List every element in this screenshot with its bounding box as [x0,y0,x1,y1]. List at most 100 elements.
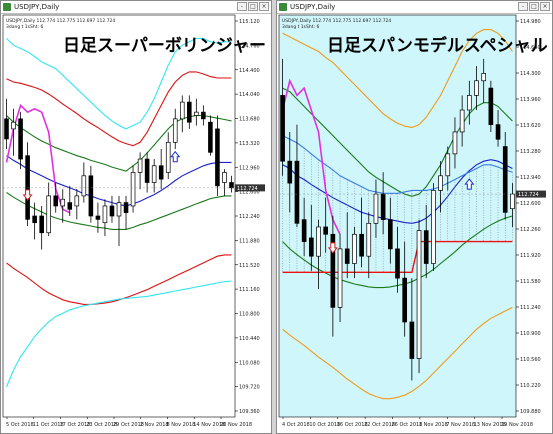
window-titlebar[interactable]: USDJPY,Daily - □ × [1,1,271,14]
y-tick-label: 115.120 [239,19,260,25]
close-button[interactable]: × [259,2,269,11]
candle-body [74,195,80,207]
candle-body [39,215,44,234]
candle-body [179,101,185,120]
x-tick-label: 16 Oct 2018 [337,422,368,428]
y-tick-label: 110.560 [520,357,541,363]
x-tick-label: 14 Nov 2018 [193,422,225,428]
y-tick-label: 111.580 [520,279,541,285]
candle-body [387,219,393,250]
minimize-button[interactable]: - [237,2,247,11]
y-tick-label: 114.980 [520,19,541,25]
legend-line: 3dang t 1sSht: 6 [6,24,43,30]
sell-arrow-icon [22,189,33,201]
candle-body [423,230,429,264]
candle-body [144,158,150,183]
sell-arrow-icon [327,242,338,254]
candle-body [373,193,379,224]
candle-body [60,198,66,207]
chart-heading: 日足スーパーボリンジャー [63,36,266,56]
chart-window-left[interactable]: USDJPY,Daily - □ × 115.120 114.760 114.400… [0,0,272,434]
candle-body [165,141,171,173]
candle-body [137,158,143,173]
indicator-line-2 [6,114,232,172]
y-tick-label: 112.260 [520,227,541,233]
legend-line: 3dang t 1sSht: 6 [282,24,319,30]
y-tick-label: 113.320 [239,141,260,147]
chart-app-icon [3,3,11,11]
candle-body [123,202,129,214]
candle-body [215,128,220,187]
y-tick-label: 110.440 [239,336,260,342]
close-button[interactable]: × [540,2,550,11]
candle-body [395,248,400,279]
chart-heading: 日足スパンモデルスペシャル [327,35,548,56]
candle-body [510,193,515,210]
candle-body [330,233,336,308]
candle-body [402,277,408,323]
chart-canvas[interactable]: 114.980 114.640 114.300 113.960 113.620 113.2… [277,13,552,433]
candle-body [81,175,87,197]
indicator-line-5 [6,254,232,305]
candle-body [337,248,343,308]
y-tick-label: 110.220 [520,383,541,389]
indicator-line-1 [6,71,232,147]
candle-body [352,233,357,264]
candle-body [323,226,329,235]
chart-canvas[interactable]: 115.120 114.760 114.400 114.040 113.680 113.3… [1,13,271,433]
y-tick-label: 111.880 [239,238,260,244]
candle-body [366,222,372,257]
x-tick-label: 23 Oct 2018 [86,422,117,428]
y-tick-label: 114.400 [239,68,260,74]
minimize-button[interactable]: - [518,2,528,11]
candle-body [459,109,465,133]
y-tick-label: 111.520 [239,263,260,269]
indicator-line-5 [282,306,513,400]
candle-body [11,121,16,130]
y-tick-label: 112.240 [239,214,260,220]
y-tick-label: 113.680 [239,117,260,123]
last-price-badge [516,190,546,198]
y-tick-label: 110.800 [239,312,260,318]
maximize-button[interactable]: □ [529,2,539,11]
chart-window-right[interactable]: USDJPY,Daily - □ × 114.980 114.640 114.300… [276,0,553,434]
x-tick-label: 11 Oct 2018 [33,422,64,428]
window-controls: - □ × [518,2,550,11]
candle-body [208,121,213,153]
candle-body [130,172,136,207]
last-price-label: 112.724 [518,192,539,198]
y-tick-label: 109.720 [239,385,260,391]
candle-body [359,233,364,257]
y-tick-label: 109.360 [239,409,260,415]
y-tick-label: 112.600 [520,201,541,207]
candle-body [416,230,422,359]
x-tick-label: 2 Nov 2018 [140,422,169,428]
last-price-badge [235,184,265,192]
candle-body [431,190,436,264]
window-controls: - □ × [237,2,269,11]
y-tick-label: 114.640 [520,45,541,51]
candle-body [18,118,23,160]
x-tick-label: 20 Nov 2018 [220,422,252,428]
candle-body [438,175,443,191]
y-tick-label: 114.300 [520,71,541,77]
indicator-line-0 [282,29,513,129]
indicator-line-0 [6,37,232,130]
window-titlebar[interactable]: USDJPY,Daily - □ × [277,1,552,14]
indicator-line-1 [282,87,513,197]
candle-body [344,248,350,264]
candle-body [308,237,314,257]
candle-body [495,124,501,140]
y-tick-label: 110.900 [520,331,541,337]
y-tick-label: 109.880 [520,409,541,415]
candle-body [380,193,386,221]
maximize-button[interactable]: □ [248,2,258,11]
x-tick-label: 5 Oct 2018 [6,422,34,428]
candle-body [95,215,101,220]
candle-body [201,111,206,120]
x-tick-label: 13 Nov 2018 [474,422,506,428]
candle-body [445,153,451,177]
candle-body [4,118,9,140]
x-tick-label: 26 Oct 2018 [392,422,423,428]
window-title: USDJPY,Daily [290,3,336,11]
